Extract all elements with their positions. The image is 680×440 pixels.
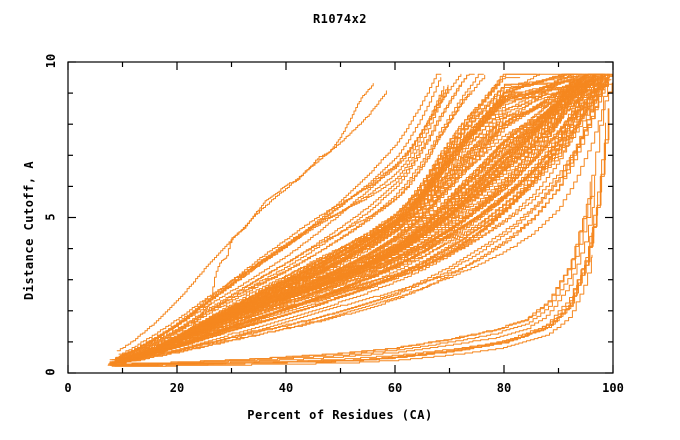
x-tick-label: 20 bbox=[169, 381, 185, 395]
curve-series-group bbox=[107, 73, 613, 367]
x-tick-label: 100 bbox=[602, 381, 624, 395]
x-axis-title: Percent of Residues (CA) bbox=[247, 408, 433, 422]
x-tick-label: 80 bbox=[496, 381, 512, 395]
x-tick-label: 40 bbox=[278, 381, 294, 395]
y-tick-label: 0 bbox=[43, 368, 58, 376]
y-axis-title-text: Distance Cutoff, A bbox=[22, 160, 36, 300]
plot-frame bbox=[67, 61, 614, 374]
x-tick-label: 60 bbox=[387, 381, 403, 395]
y-tick-label: 10 bbox=[43, 53, 58, 69]
page-title: R1074x2 bbox=[312, 12, 368, 26]
y-tick-label: 5 bbox=[43, 212, 58, 221]
x-tick-label: 0 bbox=[64, 381, 72, 395]
